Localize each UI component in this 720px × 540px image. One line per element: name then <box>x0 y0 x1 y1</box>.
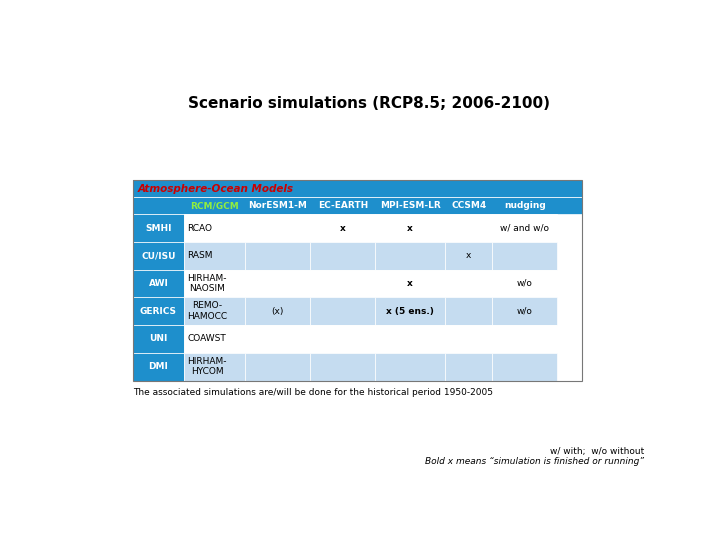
Text: x: x <box>466 251 472 260</box>
FancyBboxPatch shape <box>184 242 245 269</box>
Text: x (5 ens.): x (5 ens.) <box>386 307 434 316</box>
FancyBboxPatch shape <box>445 242 492 269</box>
FancyBboxPatch shape <box>132 269 184 298</box>
Text: DMI: DMI <box>148 362 168 371</box>
FancyBboxPatch shape <box>310 242 375 269</box>
FancyBboxPatch shape <box>245 353 310 381</box>
FancyBboxPatch shape <box>245 298 310 325</box>
FancyBboxPatch shape <box>492 242 557 269</box>
FancyBboxPatch shape <box>375 298 445 325</box>
FancyBboxPatch shape <box>132 353 184 381</box>
FancyBboxPatch shape <box>132 197 582 214</box>
Text: The associated simulations are/will be done for the historical period 1950-2005: The associated simulations are/will be d… <box>132 388 492 396</box>
Text: COAWST: COAWST <box>187 334 226 343</box>
Text: CCSM4: CCSM4 <box>451 201 486 210</box>
FancyBboxPatch shape <box>375 242 445 269</box>
Text: Atmosphere-Ocean Models: Atmosphere-Ocean Models <box>138 184 293 194</box>
FancyBboxPatch shape <box>132 325 184 353</box>
FancyBboxPatch shape <box>492 353 557 381</box>
Text: w/o: w/o <box>517 279 533 288</box>
Text: AWI: AWI <box>148 279 168 288</box>
FancyBboxPatch shape <box>245 242 310 269</box>
Text: w/o: w/o <box>517 307 533 316</box>
FancyBboxPatch shape <box>310 298 375 325</box>
FancyBboxPatch shape <box>445 269 492 298</box>
Text: x: x <box>408 279 413 288</box>
FancyBboxPatch shape <box>445 353 492 381</box>
FancyBboxPatch shape <box>184 269 245 298</box>
Text: w/ with;  w/o without: w/ with; w/o without <box>550 447 644 456</box>
FancyBboxPatch shape <box>375 353 445 381</box>
FancyBboxPatch shape <box>375 214 445 242</box>
FancyBboxPatch shape <box>245 269 310 298</box>
FancyBboxPatch shape <box>184 353 245 381</box>
Text: MPI-ESM-LR: MPI-ESM-LR <box>380 201 441 210</box>
FancyBboxPatch shape <box>184 298 245 325</box>
FancyBboxPatch shape <box>184 325 245 353</box>
FancyBboxPatch shape <box>492 269 557 298</box>
Text: x: x <box>408 224 413 233</box>
Text: GERICS: GERICS <box>140 307 177 316</box>
Text: nudging: nudging <box>504 201 546 210</box>
FancyBboxPatch shape <box>375 325 445 353</box>
Text: HIRHAM-
NAOSIM: HIRHAM- NAOSIM <box>187 274 227 293</box>
FancyBboxPatch shape <box>310 214 375 242</box>
Text: w/ and w/o: w/ and w/o <box>500 224 549 233</box>
Text: Scenario simulations (RCP8.5; 2006-2100): Scenario simulations (RCP8.5; 2006-2100) <box>188 96 550 111</box>
Text: SMHI: SMHI <box>145 224 172 233</box>
FancyBboxPatch shape <box>132 180 582 197</box>
FancyBboxPatch shape <box>445 298 492 325</box>
FancyBboxPatch shape <box>310 269 375 298</box>
Text: EC-EARTH: EC-EARTH <box>318 201 368 210</box>
Text: x: x <box>340 224 346 233</box>
Text: Bold x means “simulation is finished or running”: Bold x means “simulation is finished or … <box>425 457 644 466</box>
Text: REMO-
HAMOCC: REMO- HAMOCC <box>187 301 228 321</box>
Text: NorESM1-M: NorESM1-M <box>248 201 307 210</box>
FancyBboxPatch shape <box>310 353 375 381</box>
FancyBboxPatch shape <box>375 269 445 298</box>
FancyBboxPatch shape <box>184 214 245 242</box>
Text: RCM/GCM: RCM/GCM <box>190 201 239 210</box>
FancyBboxPatch shape <box>492 325 557 353</box>
FancyBboxPatch shape <box>310 325 375 353</box>
Text: CU/ISU: CU/ISU <box>141 251 176 260</box>
Text: HIRHAM-
HYCOM: HIRHAM- HYCOM <box>187 357 227 376</box>
FancyBboxPatch shape <box>132 242 184 269</box>
FancyBboxPatch shape <box>132 298 184 325</box>
Text: UNI: UNI <box>149 334 168 343</box>
FancyBboxPatch shape <box>245 325 310 353</box>
Text: RCAO: RCAO <box>187 224 212 233</box>
Text: (x): (x) <box>271 307 284 316</box>
FancyBboxPatch shape <box>245 214 310 242</box>
Text: RASM: RASM <box>187 251 213 260</box>
FancyBboxPatch shape <box>132 214 184 242</box>
FancyBboxPatch shape <box>492 298 557 325</box>
FancyBboxPatch shape <box>445 214 492 242</box>
FancyBboxPatch shape <box>492 214 557 242</box>
FancyBboxPatch shape <box>445 325 492 353</box>
